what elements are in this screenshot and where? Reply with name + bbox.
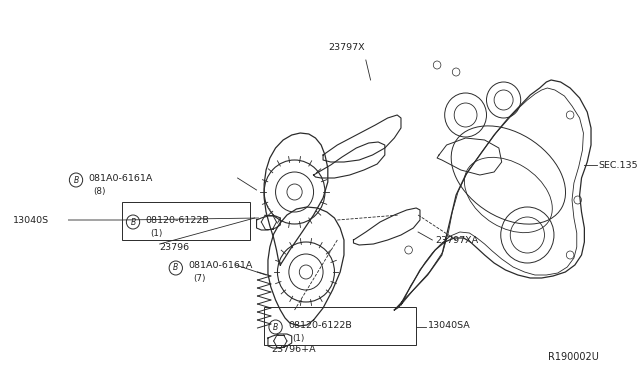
Text: B: B xyxy=(74,176,79,185)
Text: R190002U: R190002U xyxy=(548,352,598,362)
Text: (1): (1) xyxy=(150,228,163,237)
Text: (8): (8) xyxy=(93,186,106,196)
Text: 23797XA: 23797XA xyxy=(435,235,478,244)
Bar xyxy=(264,307,416,345)
Text: 08120-6122B: 08120-6122B xyxy=(145,215,209,224)
Text: (1): (1) xyxy=(292,334,305,343)
Text: B: B xyxy=(173,263,179,273)
Text: 23796: 23796 xyxy=(159,244,189,253)
Text: 13040SA: 13040SA xyxy=(428,321,470,330)
Text: 08120-6122B: 08120-6122B xyxy=(288,321,351,330)
Text: 23797X: 23797X xyxy=(328,43,365,52)
Text: 081A0-6161A: 081A0-6161A xyxy=(188,262,253,270)
Bar xyxy=(122,202,250,240)
Text: (7): (7) xyxy=(193,275,205,283)
Text: 081A0-6161A: 081A0-6161A xyxy=(88,173,153,183)
Text: 13040S: 13040S xyxy=(13,215,49,224)
Text: SEC.135: SEC.135 xyxy=(598,160,638,170)
Text: 23796+A: 23796+A xyxy=(271,346,316,355)
Text: B: B xyxy=(273,323,278,331)
Text: B: B xyxy=(131,218,136,227)
